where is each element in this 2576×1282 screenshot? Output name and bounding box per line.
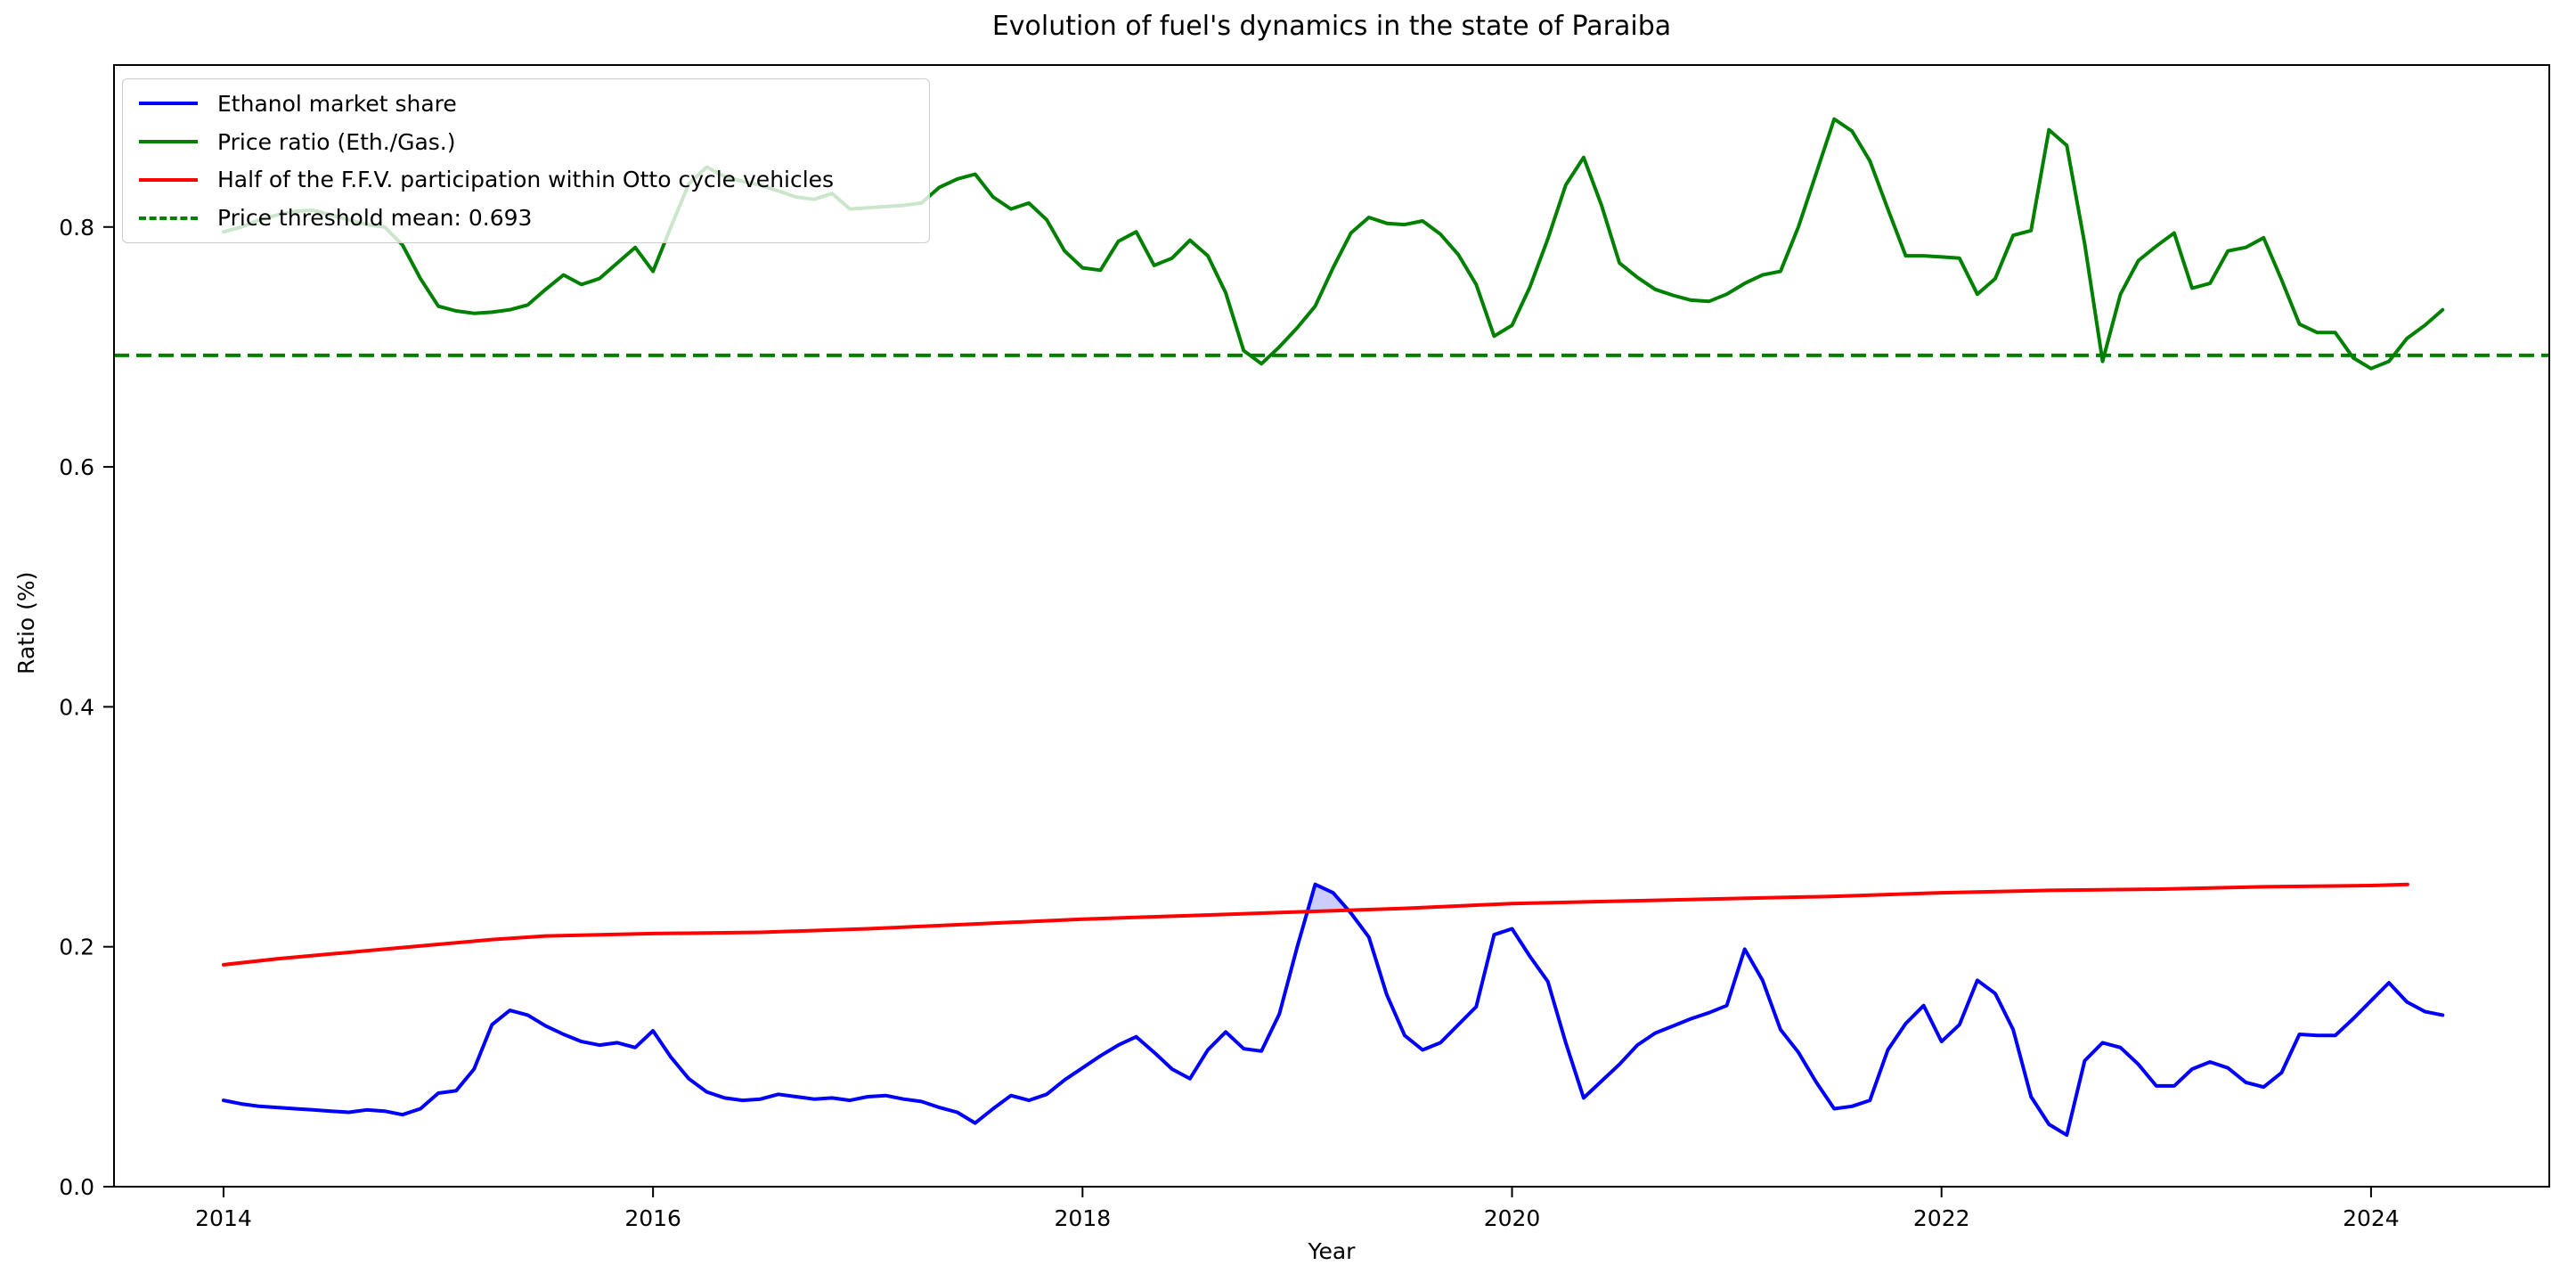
legend-item-label: Price threshold mean: 0.693 bbox=[217, 205, 533, 232]
legend-item-price-ratio: Price ratio (Eth./Gas.) bbox=[123, 129, 929, 155]
legend-item-threshold: Price threshold mean: 0.693 bbox=[123, 205, 929, 231]
y-tick-label: 0.0 bbox=[59, 1174, 94, 1200]
x-tick-label: 2024 bbox=[2343, 1205, 2400, 1231]
legend-item-label: Ethanol market share bbox=[217, 90, 457, 117]
price-ratio-line-sample bbox=[139, 140, 198, 144]
half-of-the-f-f-v-participation-within-otto-cycle-vehicles-series-line bbox=[222, 882, 2409, 967]
price-ratio-eth-gas-series-line bbox=[222, 117, 2445, 371]
y-tick-label: 0.4 bbox=[59, 694, 94, 720]
ffv-line-sample bbox=[139, 177, 198, 182]
legend-item-label: Price ratio (Eth./Gas.) bbox=[217, 128, 456, 155]
plot-border bbox=[113, 64, 2550, 1188]
y-tick-label: 0.2 bbox=[59, 935, 94, 960]
fill-region bbox=[1307, 884, 1349, 912]
x-axis-label: Year bbox=[1308, 1238, 1356, 1264]
x-tick-label: 2016 bbox=[624, 1205, 681, 1231]
x-tick-label: 2018 bbox=[1055, 1205, 1112, 1231]
y-tick-label: 0.6 bbox=[59, 454, 94, 480]
x-tick-label: 2020 bbox=[1484, 1205, 1541, 1231]
legend-item-ffv: Half of the F.F.V. participation within … bbox=[123, 167, 929, 192]
y-tick-label: 0.8 bbox=[59, 215, 94, 241]
chart-title: Evolution of fuel's dynamics in the stat… bbox=[991, 11, 1672, 42]
legend-item-label: Half of the F.F.V. participation within … bbox=[217, 167, 835, 193]
legend: Ethanol market share Price ratio (Eth./G… bbox=[122, 78, 930, 243]
x-tick-label: 2022 bbox=[1913, 1205, 1970, 1231]
threshold-line-sample bbox=[139, 216, 198, 220]
y-axis-label: Ratio (%) bbox=[13, 571, 39, 674]
ethanol-market-share-series-line bbox=[222, 882, 2445, 1138]
legend-item-ethanol: Ethanol market share bbox=[123, 91, 929, 117]
x-tick-label: 2014 bbox=[195, 1205, 252, 1231]
ethanol-line-sample bbox=[139, 102, 198, 106]
